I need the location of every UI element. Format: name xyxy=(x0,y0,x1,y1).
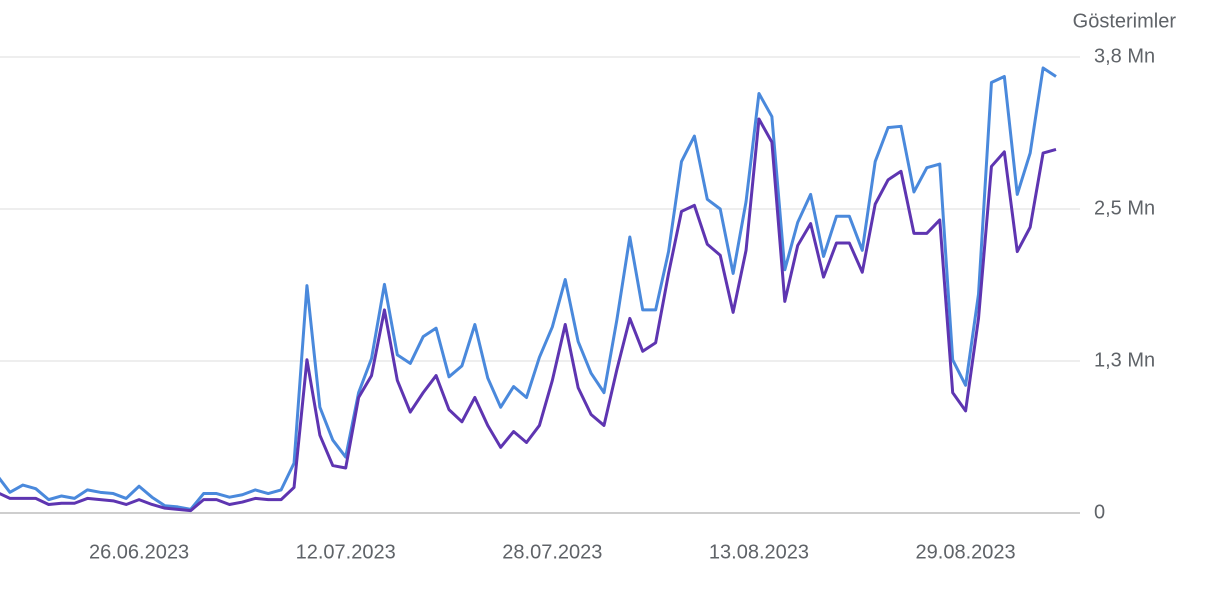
x-tick-label: 26.06.2023 xyxy=(89,541,189,563)
x-tick-label: 12.07.2023 xyxy=(296,541,396,563)
y-tick-label: 2,5 Mn xyxy=(1094,197,1155,219)
series-line xyxy=(0,117,1057,513)
y-tick-label: 1,3 Mn xyxy=(1094,349,1155,371)
x-tick-label: 29.08.2023 xyxy=(916,541,1016,563)
plot-area xyxy=(0,66,1057,513)
x-tick-label: 13.08.2023 xyxy=(709,541,809,563)
y-axis-title: Gösterimler xyxy=(1073,10,1177,32)
y-tick-label: 3,8 Mn xyxy=(1094,45,1155,67)
x-tick-label: 28.07.2023 xyxy=(502,541,602,563)
y-tick-label: 0 xyxy=(1094,501,1105,523)
series-line xyxy=(0,66,1057,511)
